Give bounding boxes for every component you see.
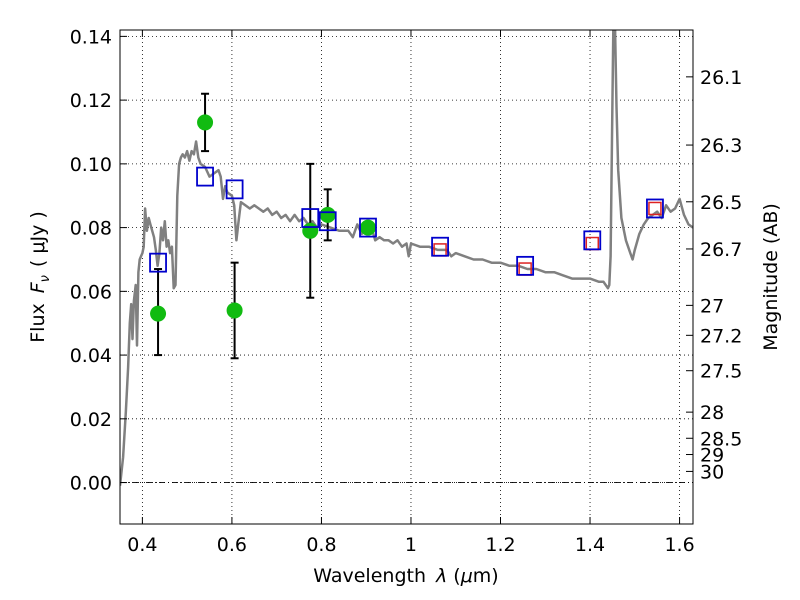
right-tick-label: 27 <box>700 295 724 317</box>
y-axis-left: 0.00 0.02 0.04 0.06 0.08 0.10 0.12 0.14 <box>70 26 127 495</box>
x-tick-label: 0.8 <box>306 534 336 556</box>
nir-square <box>585 236 600 251</box>
right-tick-label: 26.3 <box>700 135 742 157</box>
plot-area <box>120 30 693 486</box>
right-tick-label: 26.5 <box>700 192 742 214</box>
model-band-square <box>196 166 214 187</box>
y-tick-label: 0.06 <box>70 281 112 303</box>
x-tick-label: 1.2 <box>485 534 515 556</box>
model-band-square <box>583 230 602 251</box>
y-axis-label-left: FluxFν( μJy ) <box>27 211 53 343</box>
model-band-square <box>318 211 337 232</box>
x-tick-label: 1.6 <box>664 534 694 556</box>
observed-point <box>360 219 377 236</box>
right-tick-label: 26.7 <box>700 239 742 261</box>
model-band-square <box>301 208 320 228</box>
x-axis-label: Wavelength λ (μm) <box>313 565 498 587</box>
right-tick-label: 27.2 <box>700 325 742 347</box>
observed-point <box>197 114 214 131</box>
right-tick-label: 30 <box>700 461 724 483</box>
right-tick-label: 27.5 <box>700 361 742 383</box>
y-tick-label: 0.08 <box>70 218 112 240</box>
right-tick-label: 26.1 <box>700 67 742 89</box>
y-tick-label: 0.00 <box>70 473 112 495</box>
right-tick-label: 28.5 <box>700 428 742 450</box>
model-band-square <box>225 179 244 200</box>
x-tick-label: 1.4 <box>575 534 605 556</box>
right-tick-label: 28 <box>700 402 724 424</box>
observed-point <box>319 206 336 223</box>
right-tick-label: 29 <box>700 445 724 467</box>
y-tick-label: 0.10 <box>70 154 112 176</box>
observed-point <box>302 222 319 239</box>
observed-point <box>150 305 167 322</box>
plot-frame <box>119 29 694 525</box>
x-tick-label: 1 <box>405 534 417 556</box>
y-tick-label: 0.02 <box>70 409 112 431</box>
y-tick-label: 0.04 <box>70 345 112 367</box>
x-tick-label: 0.6 <box>217 534 247 556</box>
nir-square <box>648 201 662 216</box>
model-band-square <box>149 252 167 273</box>
model-band-square <box>516 255 535 276</box>
x-tick-label: 0.4 <box>127 534 157 556</box>
x-axis: 0.4 0.6 0.8 1 1.2 1.4 1.6 <box>127 30 695 556</box>
model-band-square <box>431 236 449 257</box>
model-band-square <box>646 198 664 219</box>
y-tick-label: 0.14 <box>70 26 112 48</box>
y-axis-label-right: Magnitude (AB) <box>760 203 782 351</box>
y-tick-label: 0.12 <box>70 90 112 112</box>
model-sed-line <box>120 30 693 486</box>
model-band-square <box>359 217 377 238</box>
observed-point <box>226 302 243 319</box>
